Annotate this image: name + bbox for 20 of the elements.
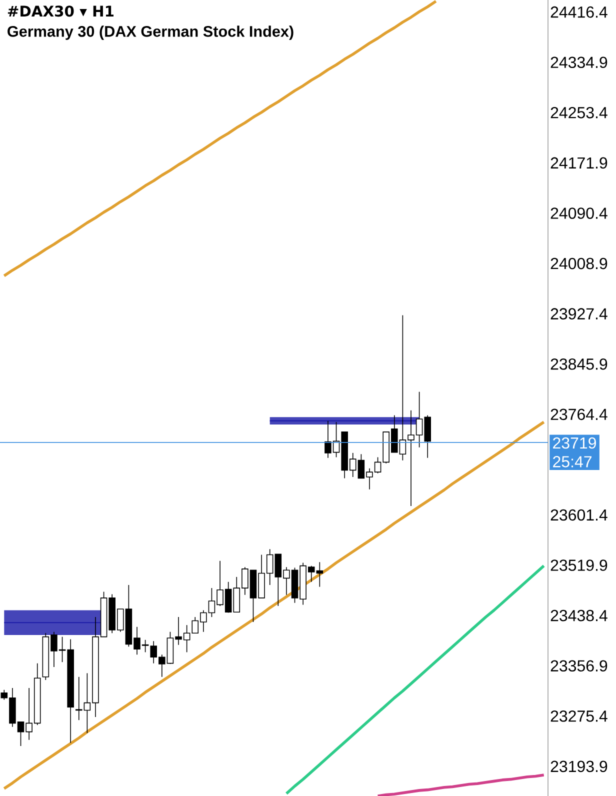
y-tick-label: 24253.4 (550, 107, 608, 118)
y-tick-label: 24334.9 (550, 56, 608, 68)
y-tick-label: 24008.9 (550, 258, 608, 270)
y-tick-label: 23519.9 (550, 560, 608, 571)
text: Germany 30 (DAX German Stock Index) (8, 26, 294, 40)
y-tick-label: 23193.9 (550, 760, 608, 772)
line-series (2, 0, 438, 278)
y-tick-label: 23927.4 (550, 308, 608, 320)
y-tick-label: 24090.4 (550, 208, 608, 219)
y-tick-label: 24171.9 (550, 157, 608, 169)
y-tick-label: 23845.9 (550, 358, 608, 370)
y-tick-label: 23438.4 (550, 610, 608, 622)
y-tick-label: 23764.4 (550, 408, 608, 420)
y-tick-label: 23601.4 (550, 509, 608, 521)
ref-line-label: 23719 (553, 437, 596, 449)
y-tick-label: 24416.4 (550, 6, 608, 18)
chart-title: #DAX30 ▾ H1 (8, 6, 114, 17)
y-tick-label: 23356.9 (550, 660, 608, 672)
y-tick-label: 23275.4 (550, 710, 608, 722)
text: 25:47 (553, 456, 592, 468)
